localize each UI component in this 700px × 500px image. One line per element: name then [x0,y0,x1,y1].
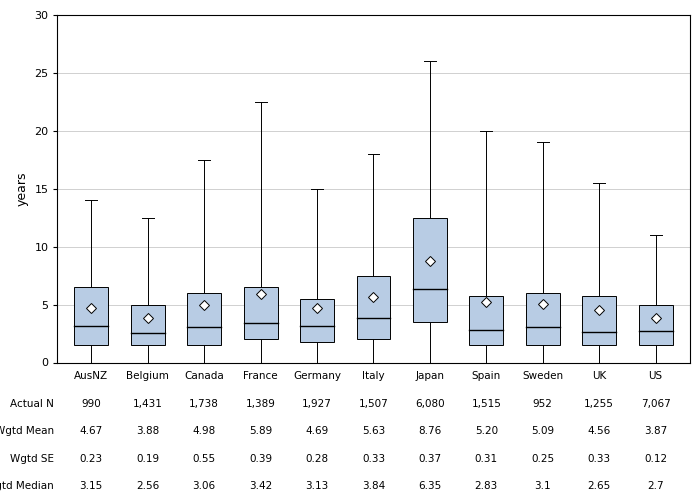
Text: 0.37: 0.37 [419,454,442,464]
Text: 5.63: 5.63 [362,426,385,436]
FancyBboxPatch shape [356,276,391,340]
Text: 0.33: 0.33 [587,454,611,464]
Text: 0.25: 0.25 [531,454,554,464]
Y-axis label: years: years [15,172,29,206]
Text: 4.67: 4.67 [80,426,103,436]
Text: 1,927: 1,927 [302,399,332,409]
Text: 0.55: 0.55 [193,454,216,464]
Text: Italy: Italy [362,371,385,381]
Text: 1,515: 1,515 [471,399,501,409]
FancyBboxPatch shape [244,287,277,340]
FancyBboxPatch shape [300,299,334,342]
Text: Canada: Canada [184,371,224,381]
Text: 2.83: 2.83 [475,481,498,491]
Text: Germany: Germany [293,371,341,381]
Text: 5.09: 5.09 [531,426,554,436]
Text: 0.12: 0.12 [644,454,667,464]
Text: 2.56: 2.56 [136,481,160,491]
Text: 952: 952 [533,399,553,409]
Text: 0.28: 0.28 [305,454,328,464]
FancyBboxPatch shape [187,293,221,345]
Text: 3.1: 3.1 [535,481,551,491]
Text: UK: UK [592,371,606,381]
FancyBboxPatch shape [526,293,560,345]
Text: 1,431: 1,431 [133,399,162,409]
Text: 0.23: 0.23 [80,454,103,464]
Text: 1,255: 1,255 [584,399,614,409]
Text: Wgtd Median: Wgtd Median [0,481,54,491]
Text: 5.20: 5.20 [475,426,498,436]
Text: Sweden: Sweden [522,371,564,381]
Text: 3.87: 3.87 [644,426,667,436]
Text: 7,067: 7,067 [640,399,671,409]
Text: 2.65: 2.65 [587,481,611,491]
FancyBboxPatch shape [582,296,616,345]
Text: 3.13: 3.13 [305,481,328,491]
Text: 3.06: 3.06 [193,481,216,491]
Text: Spain: Spain [472,371,501,381]
Text: Japan: Japan [415,371,444,381]
Text: 4.69: 4.69 [305,426,328,436]
Text: Wgtd Mean: Wgtd Mean [0,426,54,436]
Text: 0.39: 0.39 [249,454,272,464]
Text: 3.88: 3.88 [136,426,160,436]
Text: AusNZ: AusNZ [74,371,108,381]
FancyBboxPatch shape [74,287,108,345]
Text: Wgtd SE: Wgtd SE [10,454,54,464]
Text: 1,507: 1,507 [358,399,389,409]
FancyBboxPatch shape [131,304,164,345]
Text: 4.56: 4.56 [587,426,611,436]
Text: US: US [649,371,663,381]
Text: 0.19: 0.19 [136,454,160,464]
Text: France: France [244,371,278,381]
Text: Actual N: Actual N [10,399,54,409]
Text: 3.42: 3.42 [249,481,272,491]
Text: 1,738: 1,738 [189,399,219,409]
Text: 1,389: 1,389 [246,399,276,409]
Text: 5.89: 5.89 [249,426,272,436]
FancyBboxPatch shape [413,218,447,322]
Text: 3.15: 3.15 [80,481,103,491]
Text: 990: 990 [81,399,101,409]
Text: 2.7: 2.7 [648,481,664,491]
Text: 4.98: 4.98 [193,426,216,436]
Text: 0.31: 0.31 [475,454,498,464]
FancyBboxPatch shape [638,304,673,345]
Text: 8.76: 8.76 [419,426,442,436]
Text: 6.35: 6.35 [419,481,442,491]
Text: Belgium: Belgium [126,371,169,381]
Text: 3.84: 3.84 [362,481,385,491]
FancyBboxPatch shape [470,296,503,345]
Text: 0.33: 0.33 [362,454,385,464]
Text: 6,080: 6,080 [415,399,444,409]
